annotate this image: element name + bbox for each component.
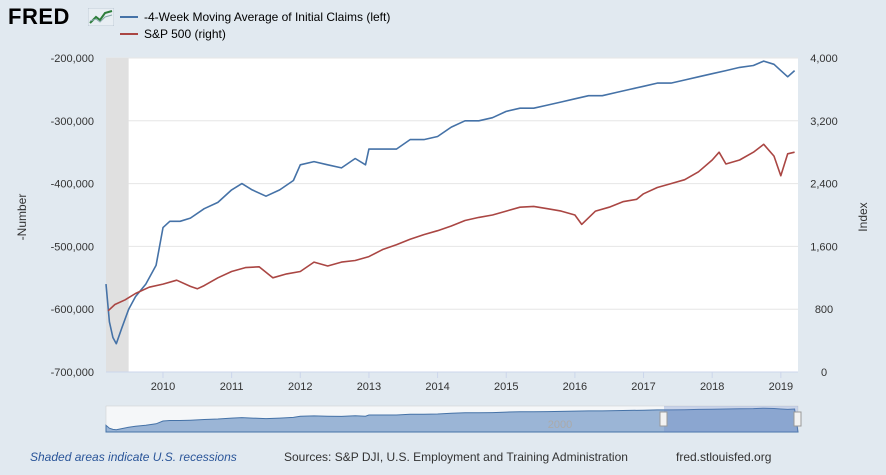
x-tick-label: 2017	[631, 381, 655, 393]
right-tick-label: 0	[821, 367, 827, 379]
legend-label-sp500: S&P 500 (right)	[144, 26, 226, 41]
x-tick-label: 2016	[563, 381, 587, 393]
chart-header: FRED -4-Week Moving Average of Initial C…	[0, 0, 886, 46]
legend-item-claims[interactable]: -4-Week Moving Average of Initial Claims…	[120, 8, 390, 25]
x-tick-label: 2010	[151, 381, 175, 393]
left-tick-label: -200,000	[51, 53, 94, 65]
x-tick-label: 2011	[220, 381, 244, 393]
x-tick-label: 2015	[494, 381, 518, 393]
fred-logo[interactable]: FRED	[8, 4, 70, 29]
right-tick-label: 4,000	[810, 53, 838, 65]
legend-swatch-sp500	[120, 32, 138, 35]
right-tick-label: 2,400	[810, 179, 838, 191]
navigator-series	[105, 407, 799, 433]
navigator-handle-left[interactable]	[659, 411, 668, 427]
navigator-selection[interactable]	[664, 406, 798, 432]
x-tick-label: 2013	[357, 381, 381, 393]
left-tick-label: -300,000	[51, 116, 94, 128]
right-tick-label: 3,200	[810, 116, 838, 128]
navigator-handle-right[interactable]	[793, 411, 802, 427]
x-tick-label: 2014	[425, 381, 449, 393]
gridlines	[106, 57, 798, 310]
left-tick-label: -500,000	[51, 241, 94, 253]
plot-area-background	[106, 58, 798, 372]
navigator[interactable]: 2000	[105, 405, 802, 433]
right-tick-label: 1,600	[810, 241, 838, 253]
series-lines	[105, 60, 796, 345]
navigator-label-2000: 2000	[548, 419, 572, 431]
chart-legend: -4-Week Moving Average of Initial Claims…	[120, 8, 390, 42]
recession-note: Shaded areas indicate U.S. recessions	[30, 450, 237, 464]
legend-swatch-claims	[120, 15, 138, 18]
x-tick-label: 2019	[769, 381, 793, 393]
recession-shading	[106, 58, 129, 372]
x-tick-label: 2012	[288, 381, 312, 393]
legend-label-claims: -4-Week Moving Average of Initial Claims…	[144, 9, 391, 24]
line-chart[interactable]: -200,000 -300,000 -400,000 -500,000 -600,000…	[0, 0, 886, 440]
site-link[interactable]: fred.stlouisfed.org	[676, 450, 772, 464]
left-tick-label: -400,000	[51, 179, 94, 191]
left-tick-label: -700,000	[51, 367, 94, 379]
x-tick-label: 2018	[700, 381, 724, 393]
sources-text: Sources: S&P DJI, U.S. Employment and Tr…	[284, 450, 628, 464]
x-axis-ticks: 2010 2011 2012 2013 2014 2015 2016 2017 2018 2019	[151, 372, 793, 393]
chart-footer: Shaded areas indicate U.S. recessions So…	[0, 446, 886, 468]
right-tick-label: 800	[815, 304, 833, 316]
left-tick-label: -600,000	[51, 304, 94, 316]
legend-item-sp500[interactable]: S&P 500 (right)	[120, 25, 390, 42]
left-axis-ticks: -200,000 -300,000 -400,000 -500,000 -600,000…	[51, 53, 94, 379]
right-axis-ticks: 4,000 3,200 2,400 1,600 800 0	[810, 53, 838, 379]
